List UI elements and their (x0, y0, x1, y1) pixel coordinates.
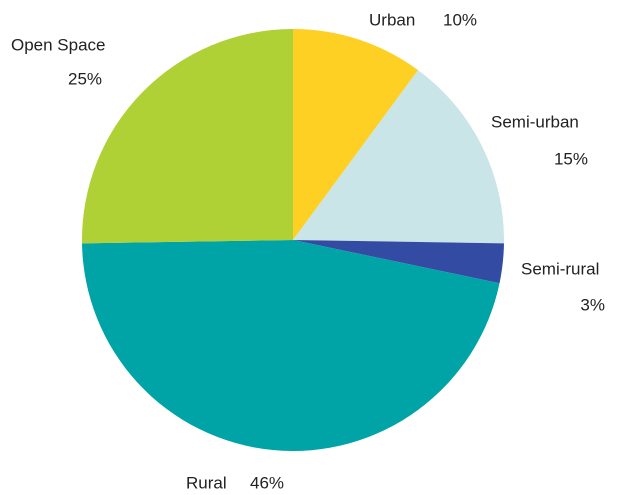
slice-value-label: 46% (250, 473, 284, 492)
slice-value-label: 3% (580, 295, 605, 314)
pie (81, 29, 504, 451)
slice-label: Semi-urban (491, 112, 579, 131)
slice-label: Semi-rural (521, 259, 599, 278)
pie-slice (81, 29, 293, 244)
pie-slice (293, 29, 419, 240)
pie-slice (293, 70, 504, 244)
slice-label: Open Space (11, 35, 106, 54)
slice-label: Rural (186, 473, 227, 492)
slice-label: Urban (369, 10, 415, 29)
slice-value-label: 10% (443, 10, 477, 29)
slice-value-label: 25% (68, 69, 102, 88)
slice-value-label: 15% (554, 149, 588, 168)
pie-slice (82, 240, 500, 451)
pie-slice (293, 240, 504, 284)
